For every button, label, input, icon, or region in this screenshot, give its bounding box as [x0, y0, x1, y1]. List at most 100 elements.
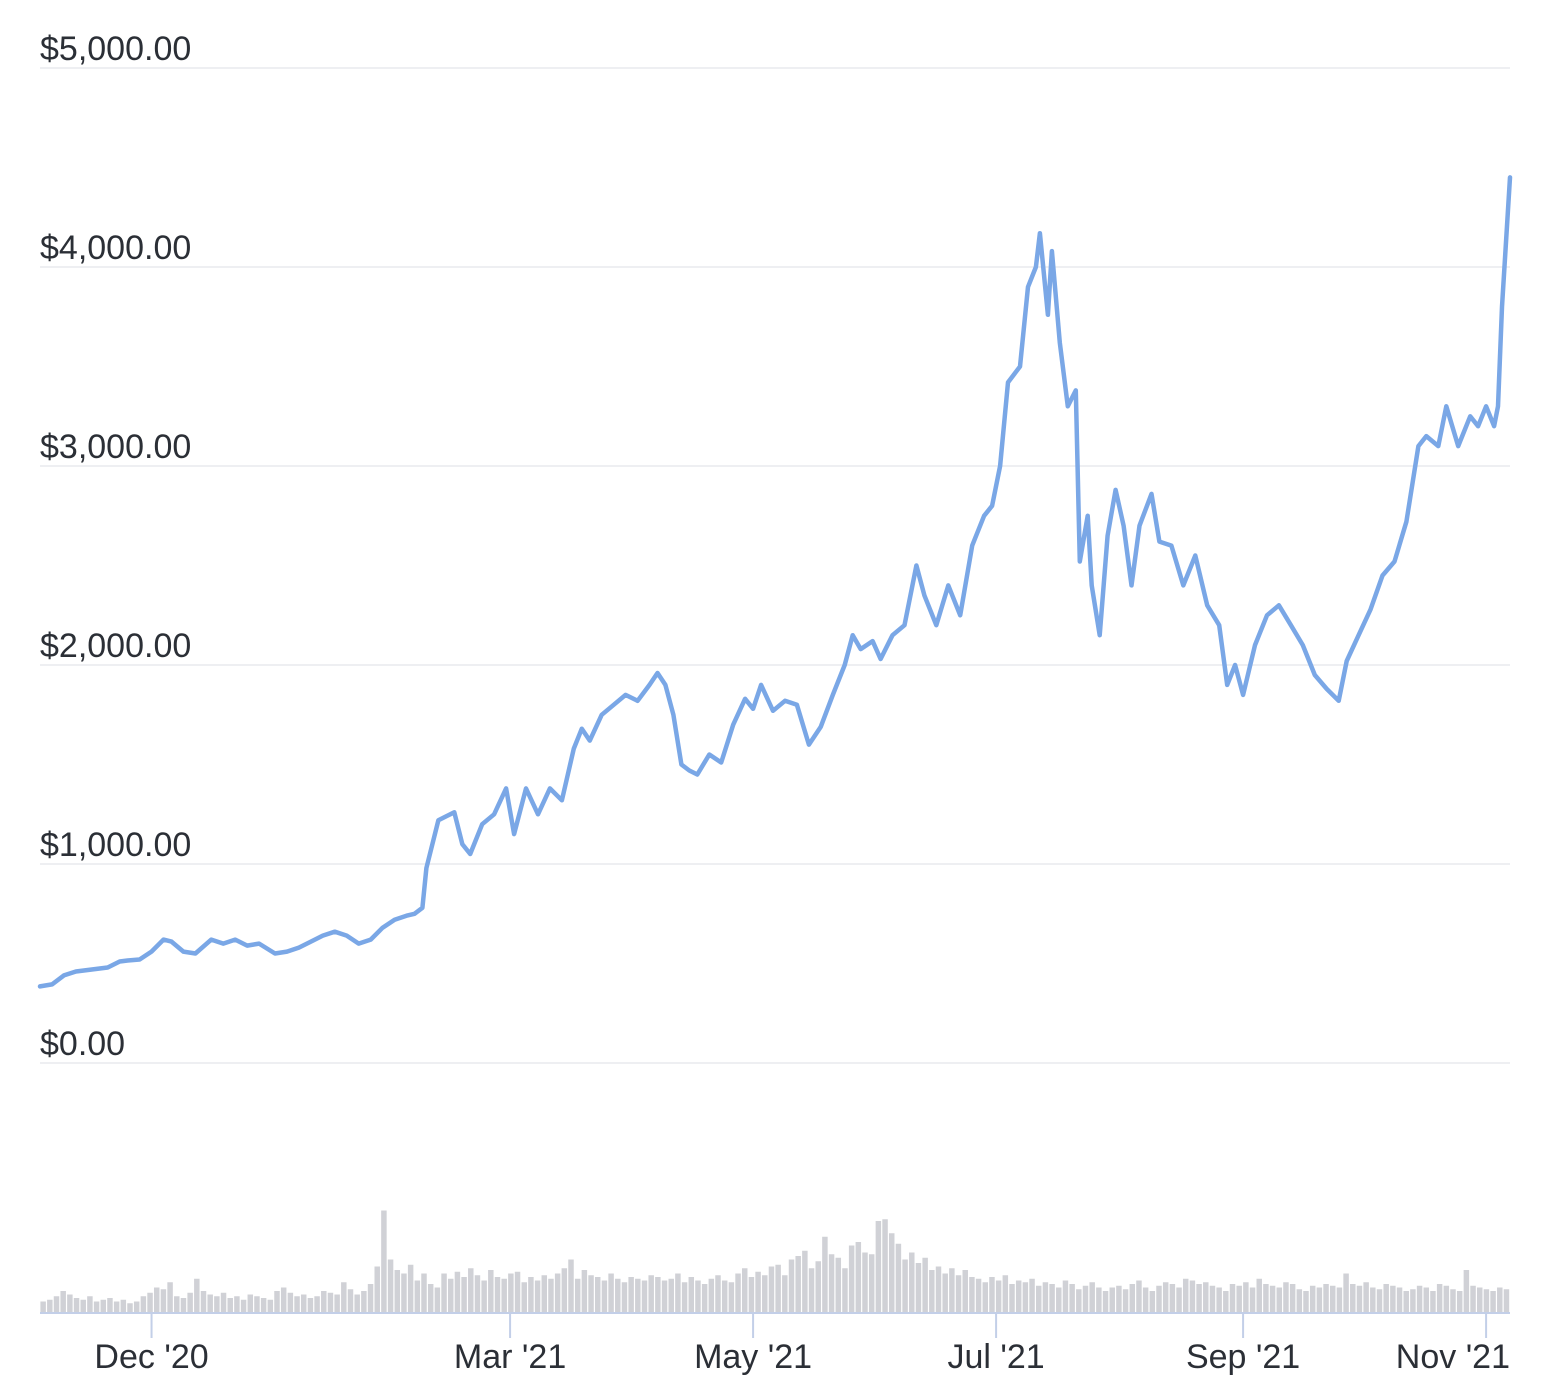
volume-bar	[929, 1270, 935, 1312]
volume-bar	[1076, 1289, 1082, 1312]
volume-bar	[361, 1291, 367, 1312]
volume-bar	[1169, 1284, 1176, 1312]
volume-bar	[1289, 1284, 1296, 1312]
volume-bar	[641, 1280, 648, 1312]
volume-bar	[53, 1296, 60, 1312]
volume-bar	[274, 1291, 280, 1312]
volume-bar	[300, 1294, 307, 1312]
volume-bar	[167, 1282, 173, 1312]
volume-bar	[655, 1277, 661, 1312]
volume-bar	[835, 1257, 842, 1312]
volume-bar	[741, 1268, 748, 1312]
volume-bar	[1416, 1285, 1423, 1312]
volume-bar	[1370, 1287, 1376, 1312]
volume-bar	[922, 1257, 928, 1312]
volume-bar	[875, 1221, 882, 1312]
volume-bar	[668, 1278, 674, 1312]
volume-bar	[1056, 1287, 1062, 1312]
volume-bar	[401, 1273, 407, 1312]
volume-bar	[808, 1268, 815, 1312]
volume-bar	[848, 1245, 855, 1312]
y-tick-label: $5,000.00	[40, 30, 191, 68]
volume-bar	[561, 1268, 568, 1312]
volume-bar	[1062, 1280, 1069, 1312]
volume-bar	[120, 1299, 127, 1312]
volume-bar	[1176, 1287, 1182, 1312]
volume-bar	[1376, 1289, 1383, 1312]
volume-bar	[581, 1270, 588, 1312]
volume-bar	[1022, 1282, 1029, 1312]
volume-bar	[394, 1270, 401, 1312]
volume-bar	[107, 1298, 113, 1312]
volume-bar	[1035, 1285, 1042, 1312]
volume-bar	[1116, 1285, 1122, 1312]
volume-bar	[601, 1280, 608, 1312]
volume-bar	[548, 1278, 554, 1312]
volume-bar	[421, 1273, 427, 1312]
volume-bar	[528, 1277, 534, 1312]
volume-bar	[1196, 1284, 1202, 1312]
volume-bar	[407, 1264, 414, 1312]
volume-bar	[1109, 1287, 1115, 1312]
volume-bar	[307, 1298, 314, 1312]
volume-bar	[1182, 1278, 1189, 1312]
volume-bar	[414, 1280, 421, 1312]
volume-bar	[1002, 1275, 1009, 1312]
volume-bar	[695, 1280, 701, 1312]
volume-bar	[708, 1278, 715, 1312]
volume-bar	[194, 1278, 200, 1312]
volume-bar	[147, 1292, 153, 1312]
volume-bar	[1096, 1287, 1102, 1312]
volume-bar	[1049, 1284, 1055, 1312]
volume-bar	[989, 1277, 995, 1312]
volume-bar	[882, 1219, 888, 1312]
volume-bar	[321, 1291, 327, 1312]
volume-bar	[1323, 1284, 1329, 1312]
volume-bar	[755, 1271, 761, 1312]
volume-bars	[40, 1210, 1510, 1312]
volume-bar	[1336, 1287, 1343, 1312]
volume-bar	[1216, 1287, 1222, 1312]
volume-bar	[688, 1277, 695, 1312]
volume-bar	[1209, 1285, 1216, 1312]
volume-bar	[815, 1261, 821, 1312]
volume-bar	[762, 1275, 768, 1312]
volume-bar	[1383, 1284, 1389, 1312]
volume-bar	[234, 1296, 240, 1312]
volume-bar	[1490, 1291, 1496, 1312]
volume-bar	[615, 1278, 621, 1312]
volume-bar	[1142, 1287, 1149, 1312]
volume-bar	[1223, 1291, 1229, 1312]
volume-bar	[828, 1254, 835, 1312]
x-tick-label: Sep '21	[1186, 1338, 1300, 1376]
volume-bar	[1423, 1287, 1430, 1312]
volume-bar	[1296, 1289, 1303, 1312]
volume-bar	[153, 1287, 160, 1312]
x-axis-ticks: Dec '20 Mar '21 May '21 Jul '21 Sep '21 Nov '…	[94, 1313, 1510, 1376]
volume-bar	[1450, 1289, 1456, 1312]
y-tick-label: $3,000.00	[40, 428, 191, 466]
volume-bar	[220, 1292, 227, 1312]
volume-bar	[915, 1263, 922, 1312]
volume-bar	[80, 1299, 86, 1312]
volume-bar	[1243, 1282, 1249, 1312]
volume-bar	[554, 1273, 561, 1312]
volume-bar	[982, 1282, 989, 1312]
volume-bar	[1069, 1284, 1075, 1312]
volume-bar	[387, 1259, 394, 1312]
volume-bar	[1089, 1282, 1095, 1312]
volume-bar	[855, 1242, 862, 1312]
volume-bar	[868, 1254, 875, 1312]
volume-bar	[113, 1301, 120, 1312]
volume-bar	[1396, 1287, 1403, 1312]
volume-bar	[842, 1268, 848, 1312]
volume-bar	[1390, 1285, 1396, 1312]
volume-bar	[1156, 1285, 1162, 1312]
volume-bar	[608, 1273, 614, 1312]
volume-bar	[1189, 1280, 1196, 1312]
volume-bar	[942, 1273, 948, 1312]
volume-bar	[1503, 1289, 1510, 1312]
volume-bar	[1102, 1291, 1109, 1312]
volume-bar	[802, 1250, 808, 1312]
y-tick-label: $2,000.00	[40, 627, 191, 665]
